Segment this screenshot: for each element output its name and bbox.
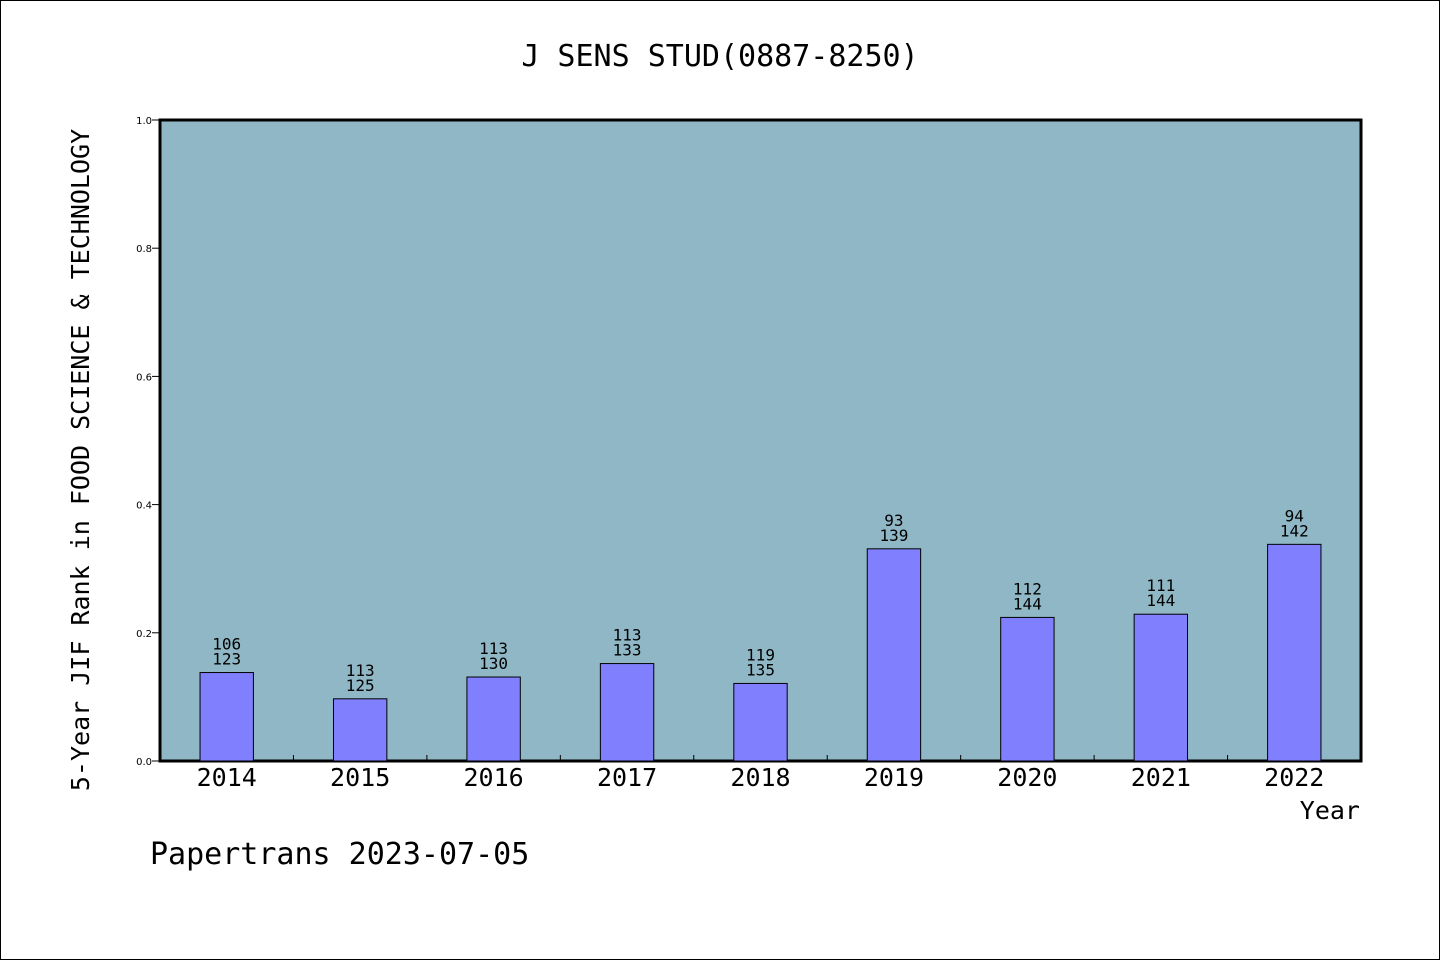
bar-rank-label: 94 — [1285, 506, 1304, 525]
bar-rank-label: 93 — [884, 511, 903, 530]
bar-2015 — [332, 698, 388, 762]
bar-rank-label: 113 — [479, 639, 508, 658]
x-tick-label: 2016 — [464, 763, 524, 792]
bar-2020 — [1000, 616, 1055, 762]
x-tick-label: 2014 — [197, 763, 257, 792]
bar-total-label: 133 — [613, 641, 642, 660]
y-tick-label: 0.6 — [136, 372, 152, 383]
bar-total-label: 142 — [1280, 521, 1309, 540]
bar-total-label: 144 — [1146, 591, 1175, 610]
x-tick-label: 2021 — [1131, 763, 1191, 792]
bar-2021 — [1133, 613, 1189, 762]
bar-2016 — [466, 676, 521, 762]
bar-2022 — [1267, 543, 1322, 762]
bar-rank-label: 111 — [1146, 576, 1175, 595]
bar-2014 — [199, 672, 254, 762]
bar-rank-label: 106 — [212, 635, 241, 654]
bar-total-label: 130 — [479, 654, 508, 673]
bar-rank-label: 119 — [746, 645, 775, 664]
x-tick-label: 2017 — [597, 763, 657, 792]
bar-rank-label: 113 — [613, 626, 642, 645]
bar-total-label: 125 — [346, 676, 375, 695]
y-tick-label: 1.0 — [136, 116, 152, 127]
bar-total-label: 144 — [1013, 594, 1042, 613]
bar-rank-label: 113 — [346, 661, 375, 680]
bar-rank-label: 112 — [1013, 579, 1042, 598]
y-axis: 0.0 0.2 0.4 0.6 0.8 1.0 — [136, 116, 160, 768]
bar-2017 — [599, 663, 655, 762]
y-axis-label: 5-Year JIF Rank in FOOD SCIENCE & TECHNO… — [66, 129, 95, 791]
bar-2018 — [733, 682, 788, 762]
footer-text: Papertrans 2023-07-05 — [150, 837, 529, 872]
y-tick-label: 0.4 — [136, 501, 152, 512]
x-tick-label: 2019 — [864, 763, 924, 792]
x-tick-label: 2015 — [330, 763, 390, 792]
x-tick-label: 2018 — [730, 763, 790, 792]
bar-total-label: 139 — [879, 526, 908, 545]
x-axis: 2014 2015 2016 2017 2018 2019 2020 2021 2022 — [197, 755, 1324, 792]
bar-2019 — [866, 548, 922, 762]
y-tick-label: 0.0 — [136, 757, 152, 768]
x-tick-label: 2020 — [997, 763, 1057, 792]
bar-total-label: 135 — [746, 660, 775, 679]
y-tick-label: 0.8 — [136, 244, 152, 255]
chart-title: J SENS STUD(0887-8250) — [521, 39, 918, 74]
y-tick-label: 0.2 — [136, 629, 152, 640]
x-tick-label: 2022 — [1264, 763, 1324, 792]
x-axis-label: Year — [1300, 796, 1360, 825]
bar-total-label: 123 — [212, 650, 241, 669]
